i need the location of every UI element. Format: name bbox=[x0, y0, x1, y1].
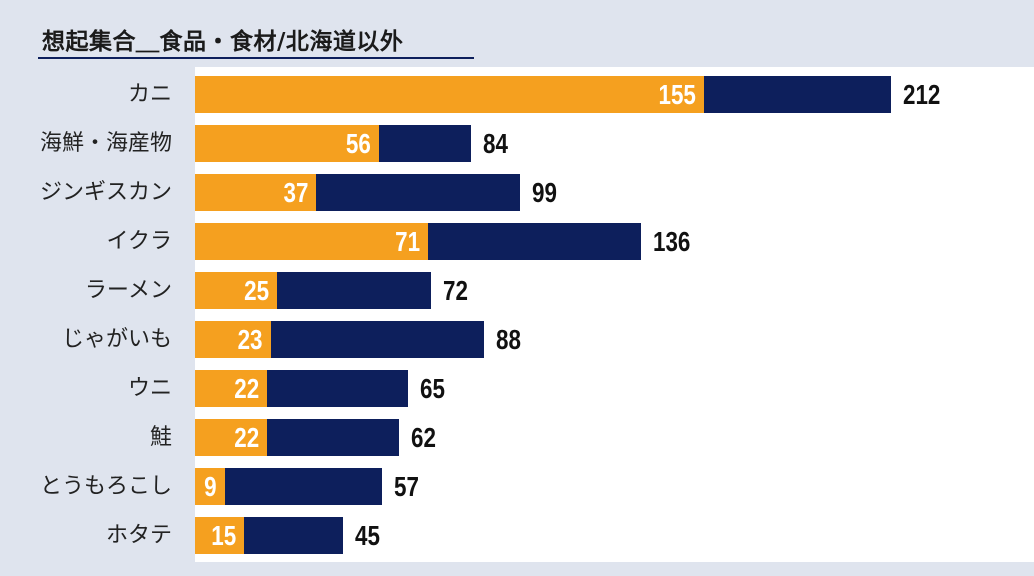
bar-inner bbox=[195, 223, 429, 260]
category-label: ジンギスカン bbox=[39, 180, 172, 205]
category-label: ウニ bbox=[127, 376, 172, 401]
category-label: 海鮮・海産物 bbox=[39, 131, 172, 156]
bar-inner bbox=[195, 321, 271, 358]
total-value-label: 88 bbox=[495, 324, 521, 355]
category-label: じゃがいも bbox=[61, 327, 172, 352]
total-value-label: 72 bbox=[443, 275, 469, 306]
inner-value-label: 155 bbox=[658, 79, 696, 110]
total-value-label: 45 bbox=[354, 520, 380, 551]
bar-inner bbox=[195, 272, 278, 309]
category-label: 鮭 bbox=[149, 425, 172, 450]
category-label: ラーメン bbox=[84, 278, 172, 303]
inner-value-label: 37 bbox=[283, 177, 309, 208]
category-label: ホタテ bbox=[105, 523, 172, 548]
category-label: カニ bbox=[127, 82, 172, 107]
inner-value-label: 71 bbox=[395, 226, 421, 257]
bar-inner bbox=[195, 468, 225, 505]
inner-value-label: 22 bbox=[234, 422, 260, 453]
total-value-label: 57 bbox=[394, 471, 420, 502]
total-value-label: 212 bbox=[903, 79, 941, 110]
bar-inner bbox=[195, 125, 379, 162]
inner-value-label: 25 bbox=[244, 275, 270, 306]
bar-inner bbox=[195, 517, 245, 554]
inner-value-label: 15 bbox=[211, 520, 237, 551]
bar-inner bbox=[195, 174, 317, 211]
inner-value-label: 9 bbox=[204, 471, 217, 502]
total-value-label: 99 bbox=[532, 177, 557, 208]
category-label: イクラ bbox=[106, 229, 172, 254]
bar-inner bbox=[195, 419, 268, 456]
total-value-label: 62 bbox=[410, 422, 436, 453]
bar-total bbox=[195, 468, 383, 505]
chart-title: 想起集合＿食品・食材/北海道以外 bbox=[42, 29, 404, 55]
category-label: とうもろこし bbox=[39, 474, 172, 499]
total-value-label: 65 bbox=[420, 373, 446, 404]
inner-value-label: 56 bbox=[345, 128, 371, 159]
inner-value-label: 22 bbox=[234, 373, 260, 404]
title-underline bbox=[38, 57, 474, 59]
bar-inner bbox=[195, 370, 268, 407]
bar-inner bbox=[195, 76, 704, 113]
inner-value-label: 23 bbox=[237, 324, 263, 355]
total-value-label: 136 bbox=[653, 226, 691, 257]
total-value-label: 84 bbox=[482, 128, 508, 159]
